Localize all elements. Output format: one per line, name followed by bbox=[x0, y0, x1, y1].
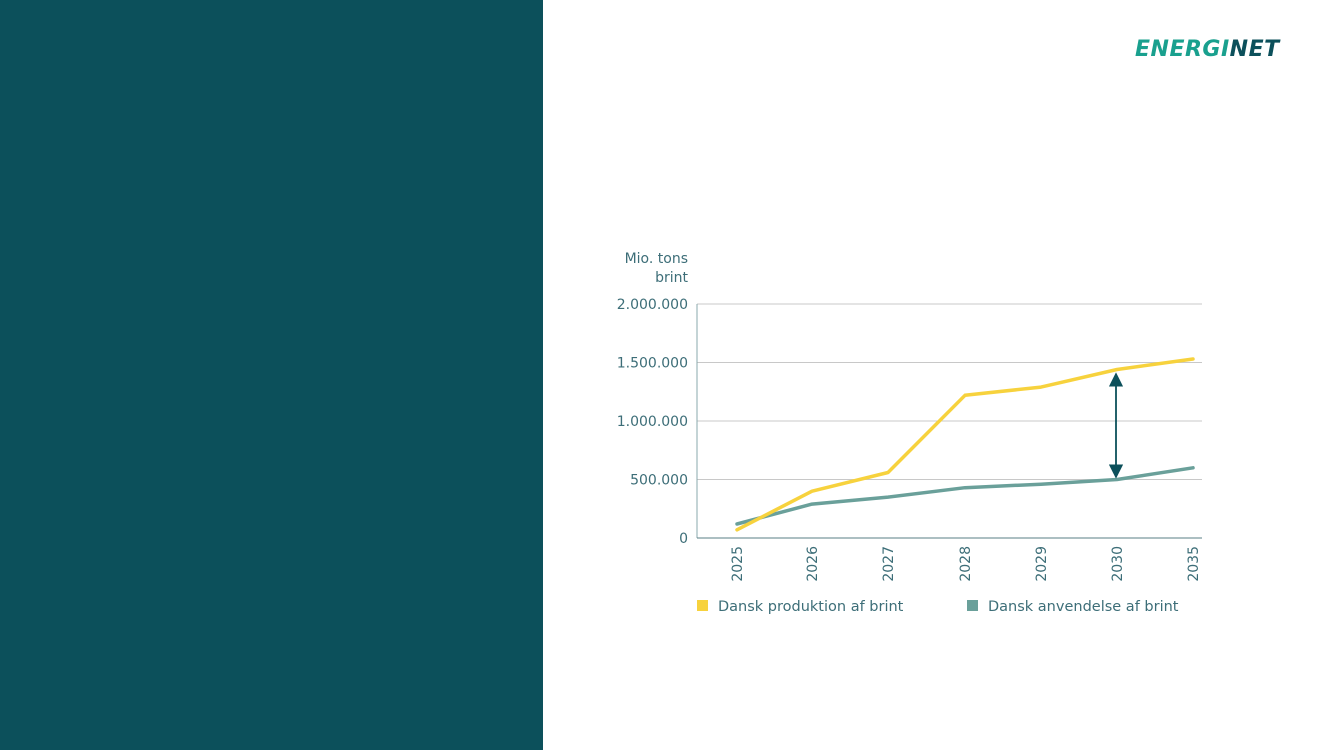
logo-text-energi: ENERGI bbox=[1135, 37, 1230, 62]
legend: Dansk produktion af brint Dansk anvendels… bbox=[697, 599, 1179, 615]
grid-lines bbox=[696, 303, 1202, 539]
x-tick-label: 2028 bbox=[958, 546, 974, 582]
y-tick-label: 0 bbox=[679, 531, 688, 547]
series-line-1 bbox=[735, 466, 1195, 526]
legend-swatch-1 bbox=[967, 600, 978, 611]
x-tick-label: 2027 bbox=[881, 546, 897, 582]
x-tick-label: 2026 bbox=[805, 546, 821, 582]
y-tick-label: 2.000.000 bbox=[617, 297, 688, 313]
y-tick-label: 500.000 bbox=[630, 473, 688, 489]
y-axis-label-line1: Mio. tons bbox=[625, 251, 688, 267]
x-tick-label: 2035 bbox=[1186, 546, 1202, 582]
y-tick-labels: 0 500.000 1.000.000 1.500.000 2.000.000 bbox=[617, 297, 688, 547]
y-tick-label: 1.000.000 bbox=[617, 414, 688, 430]
x-tick-label: 2025 bbox=[730, 546, 746, 582]
x-tick-labels: 2025 2026 2027 2028 2029 2030 2035 bbox=[730, 546, 1202, 582]
side-panel bbox=[0, 0, 543, 750]
legend-label-0: Dansk produktion af brint bbox=[718, 599, 904, 615]
logo-text-net: NET bbox=[1229, 37, 1280, 62]
series-line-0 bbox=[735, 357, 1195, 532]
energinet-logo: ENERGINET bbox=[1135, 36, 1295, 64]
series-lines bbox=[735, 357, 1195, 532]
legend-swatch-0 bbox=[697, 600, 708, 611]
x-tick-label: 2030 bbox=[1110, 546, 1126, 582]
y-axis-label-line2: brint bbox=[655, 270, 688, 286]
y-tick-label: 1.500.000 bbox=[617, 356, 688, 372]
legend-label-1: Dansk anvendelse af brint bbox=[988, 599, 1179, 615]
x-tick-label: 2029 bbox=[1034, 546, 1050, 582]
